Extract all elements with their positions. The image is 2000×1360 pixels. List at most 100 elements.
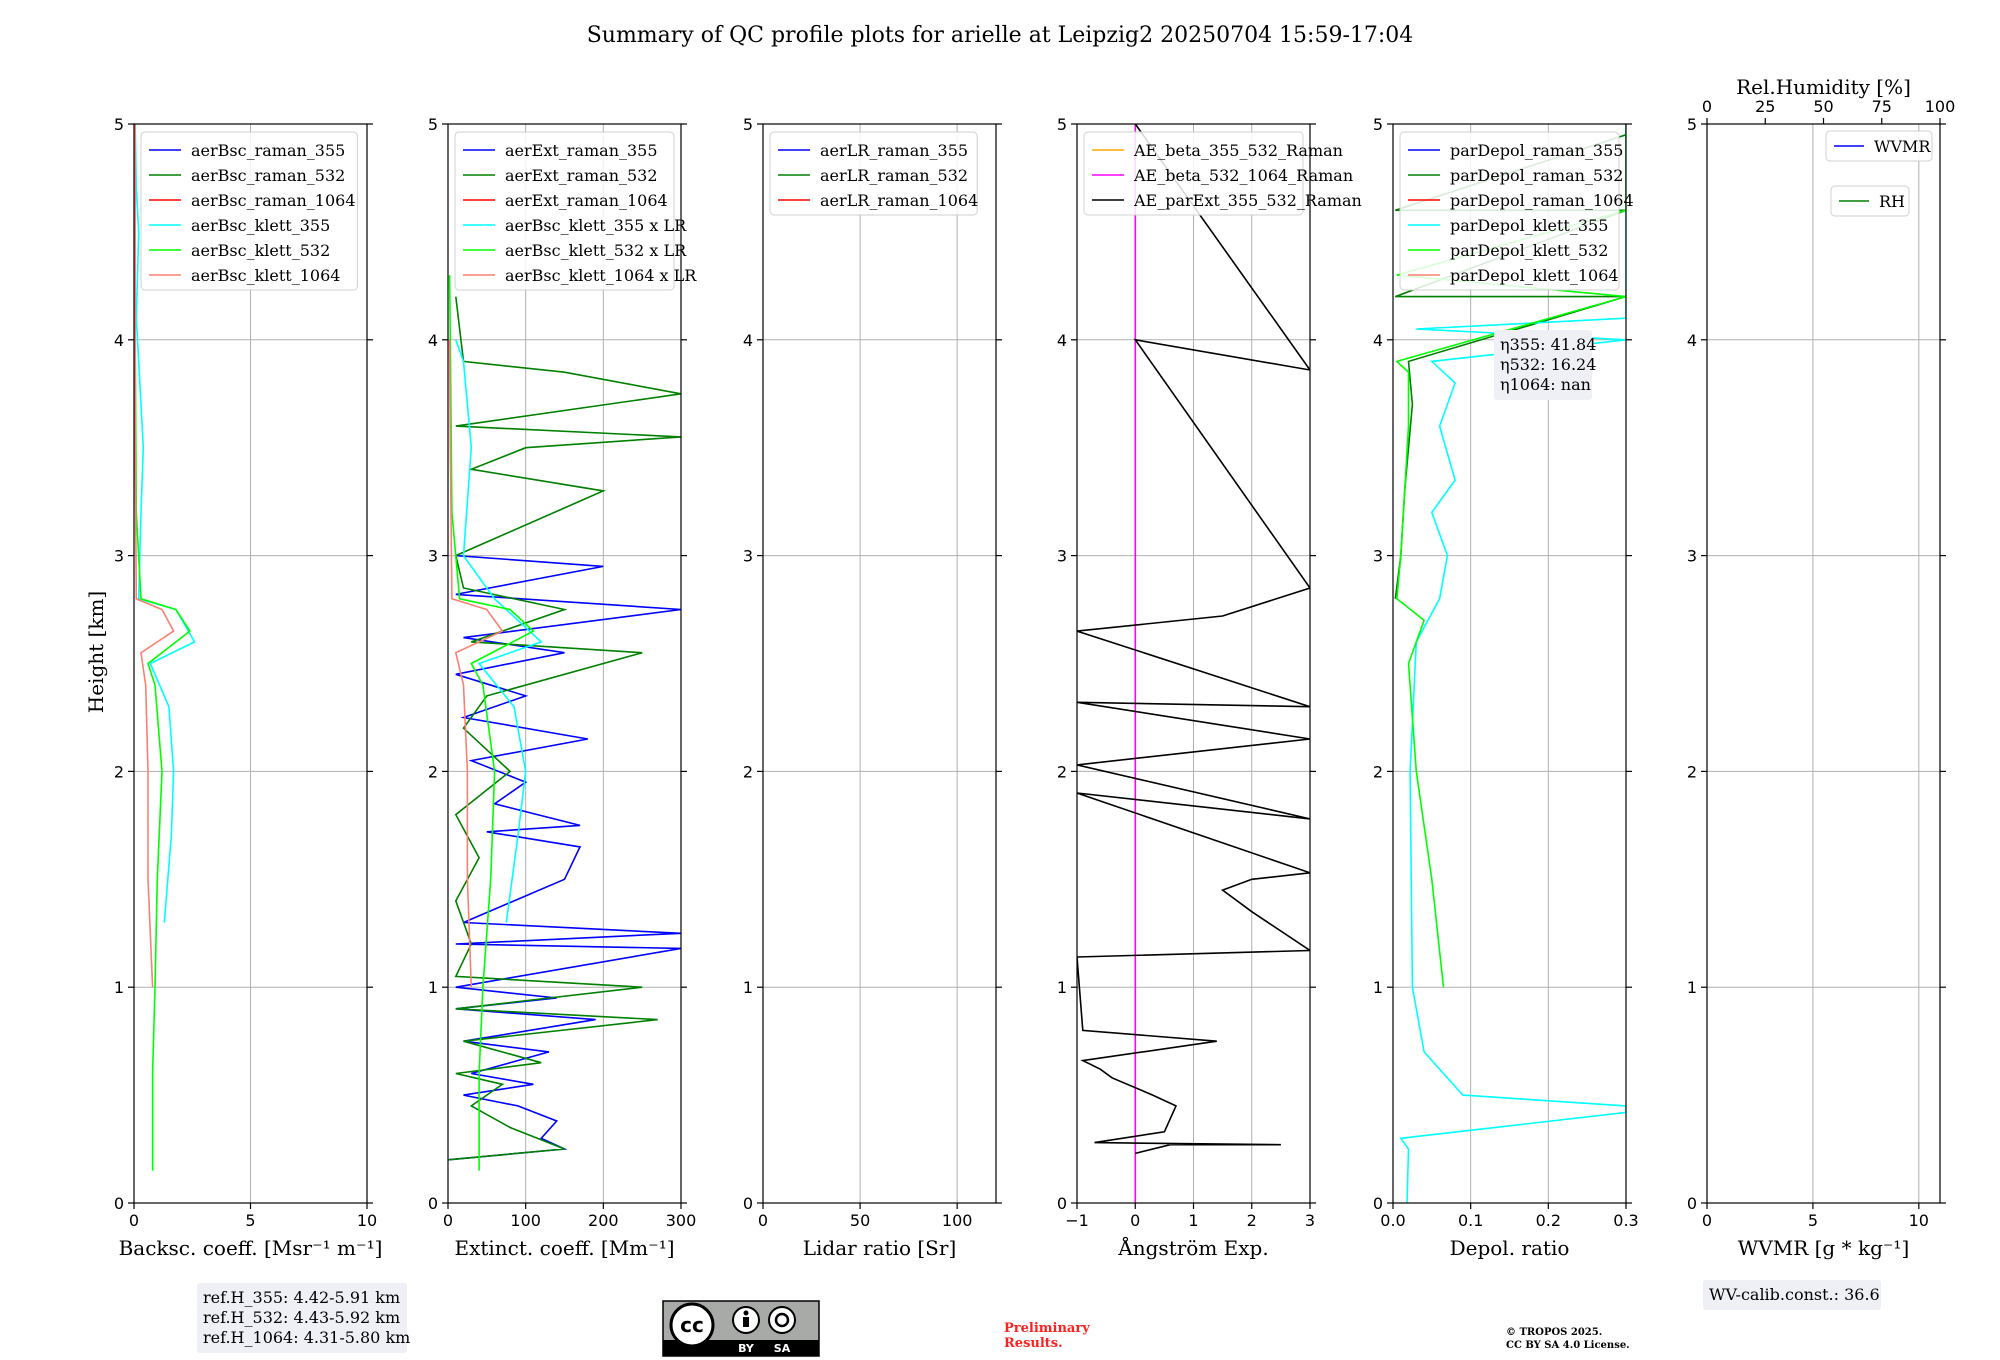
legend-label: WVMR	[1874, 137, 1931, 156]
legend-label: aerExt_raman_1064	[505, 191, 668, 210]
legend-label: aerBsc_raman_532	[191, 166, 345, 185]
top-tick-label: 100	[1925, 97, 1956, 116]
x-tick-label: 1	[1188, 1211, 1198, 1230]
x-axis-label: Extinct. coeff. [Mm⁻¹]	[454, 1236, 674, 1260]
legend-box	[769, 131, 978, 216]
y-tick-label: 0	[114, 1194, 124, 1213]
y-tick-label: 3	[1373, 547, 1383, 566]
x-tick-label: 0.0	[1380, 1211, 1405, 1230]
legend-box	[454, 131, 675, 291]
y-tick-label: 3	[428, 547, 438, 566]
legend-label: AE_parExt_355_532_Raman	[1133, 191, 1362, 210]
legend-label: aerBsc_raman_1064	[191, 191, 356, 210]
legend: AE_beta_355_532_Raman AE_beta_532_1064_Ra…	[1083, 131, 1362, 216]
legend: aerBsc_raman_355 aerBsc_raman_532 aerBsc_r…	[140, 131, 358, 291]
legend-label: aerBsc_klett_1064	[191, 266, 340, 285]
legend-label: parDepol_raman_355	[1450, 141, 1623, 160]
y-tick-label: 1	[1057, 978, 1067, 997]
legend-label: parDepol_raman_1064	[1450, 191, 1634, 210]
plot-frame	[1706, 123, 1941, 1204]
y-tick-label: 1	[428, 978, 438, 997]
y-tick-label: 1	[114, 978, 124, 997]
preliminary-text-2: Results.	[1004, 1336, 1063, 1351]
y-tick-label: 4	[743, 331, 753, 350]
legend-label: aerLR_raman_355	[820, 141, 968, 160]
sa-icon	[768, 1306, 796, 1334]
legend: aerLR_raman_355 aerLR_raman_532 aerLR_rama…	[769, 131, 978, 216]
legend-label: aerExt_raman_532	[505, 166, 658, 185]
cc-icon	[669, 1302, 715, 1348]
y-tick-label: 0	[1057, 1194, 1067, 1213]
y-tick-label: 3	[114, 547, 124, 566]
series-line-aerBsc_klett_532 x LR	[448, 275, 535, 1171]
top-axis-label: Rel.Humidity [%]	[1736, 75, 1911, 99]
legend: aerExt_raman_355 aerExt_raman_532 aerExt_r…	[454, 131, 697, 291]
y-tick-label: 5	[1057, 115, 1067, 134]
y-tick-label: 4	[1057, 331, 1067, 350]
legend-box	[1825, 130, 1933, 162]
cc-license-badge: cc BY SA	[662, 1300, 820, 1357]
y-tick-label: 2	[114, 762, 124, 781]
plot-frame	[1392, 123, 1627, 1204]
panel-3: 0 50 100 0 1 2 3 4 5 Lidar ratio [Sr] aerLR_raman_…	[743, 115, 1002, 1260]
x-tick-label: 0	[443, 1211, 453, 1230]
y-tick-label: 4	[428, 331, 438, 350]
sa-label: SA	[774, 1342, 791, 1355]
top-tick-label: 75	[1872, 97, 1892, 116]
y-tick-label: 2	[1373, 762, 1383, 781]
annotation-text: ref.H_1064: 4.31-5.80 km	[203, 1328, 410, 1347]
x-axis-label: Backsc. coeff. [Msr⁻¹ m⁻¹]	[119, 1236, 383, 1260]
series-line-aerBsc_klett_355 x LR	[455, 339, 543, 923]
legend-label: aerExt_raman_355	[505, 141, 658, 160]
series-line-AE_parExt_355_532_Raman	[1077, 124, 1310, 1155]
y-tick-label: 5	[1373, 115, 1383, 134]
legend-label: AE_beta_532_1064_Raman	[1133, 166, 1353, 185]
series-line-aerExt_raman_532	[448, 296, 681, 1161]
y-tick-label: 1	[743, 978, 753, 997]
y-tick-label: 0	[743, 1194, 753, 1213]
x-tick-label: 0	[1702, 1211, 1712, 1230]
plot-frame	[447, 123, 682, 1204]
legend-label: parDepol_raman_532	[1450, 166, 1623, 185]
series-line-aerBsc_klett_355	[134, 124, 196, 923]
x-tick-label: 50	[850, 1211, 870, 1230]
license-text: CC BY SA 4.0 License.	[1506, 1340, 1630, 1351]
plot-frame	[762, 123, 997, 1204]
x-axis-label: WVMR [g * kg⁻¹]	[1738, 1236, 1910, 1260]
top-tick-label: 50	[1813, 97, 1833, 116]
legend-label: aerBsc_klett_355 x LR	[505, 216, 687, 235]
x-tick-label: 2	[1247, 1211, 1257, 1230]
preliminary-text: Preliminary	[1004, 1321, 1090, 1336]
y-tick-label: 0	[1373, 1194, 1383, 1213]
x-tick-label: 300	[666, 1211, 697, 1230]
x-tick-label: 0	[1130, 1211, 1140, 1230]
annotation-text: η1064: nan	[1500, 375, 1591, 394]
series-line-aerExt_raman_355	[448, 554, 681, 1161]
y-tick-label: 0	[1687, 1194, 1697, 1213]
legend-label: parDepol_klett_1064	[1450, 266, 1619, 285]
x-tick-label: 100	[942, 1211, 973, 1230]
y-tick-label: 2	[1057, 762, 1067, 781]
x-axis-label: Lidar ratio [Sr]	[803, 1236, 957, 1260]
y-tick-label: 0	[428, 1194, 438, 1213]
legend-box	[140, 131, 358, 291]
x-tick-label: 0	[758, 1211, 768, 1230]
x-tick-label: 0.1	[1458, 1211, 1483, 1230]
legend-label: aerBsc_klett_532 x LR	[505, 241, 687, 260]
panel-1: 0 5 10 0 1 2 3 4 5 Backsc. coeff. [Msr⁻¹ m⁻¹] aerB…	[114, 115, 410, 1353]
y-tick-label: 2	[743, 762, 753, 781]
y-tick-label: 3	[1687, 547, 1697, 566]
series-line-aerBsc_klett_1064 x LR	[448, 339, 504, 988]
x-axis-label: Depol. ratio	[1450, 1236, 1570, 1260]
legend: WVMR RH	[1825, 130, 1933, 217]
legend-box	[1399, 131, 1620, 291]
legend-label: parDepol_klett_532	[1450, 241, 1608, 260]
legend-label: aerBsc_klett_532	[191, 241, 330, 260]
legend-label: AE_beta_355_532_Raman	[1133, 141, 1343, 160]
legend: parDepol_raman_355 parDepol_raman_532 parD…	[1399, 131, 1634, 291]
y-tick-label: 4	[1687, 331, 1697, 350]
legend-label: RH	[1879, 192, 1905, 211]
